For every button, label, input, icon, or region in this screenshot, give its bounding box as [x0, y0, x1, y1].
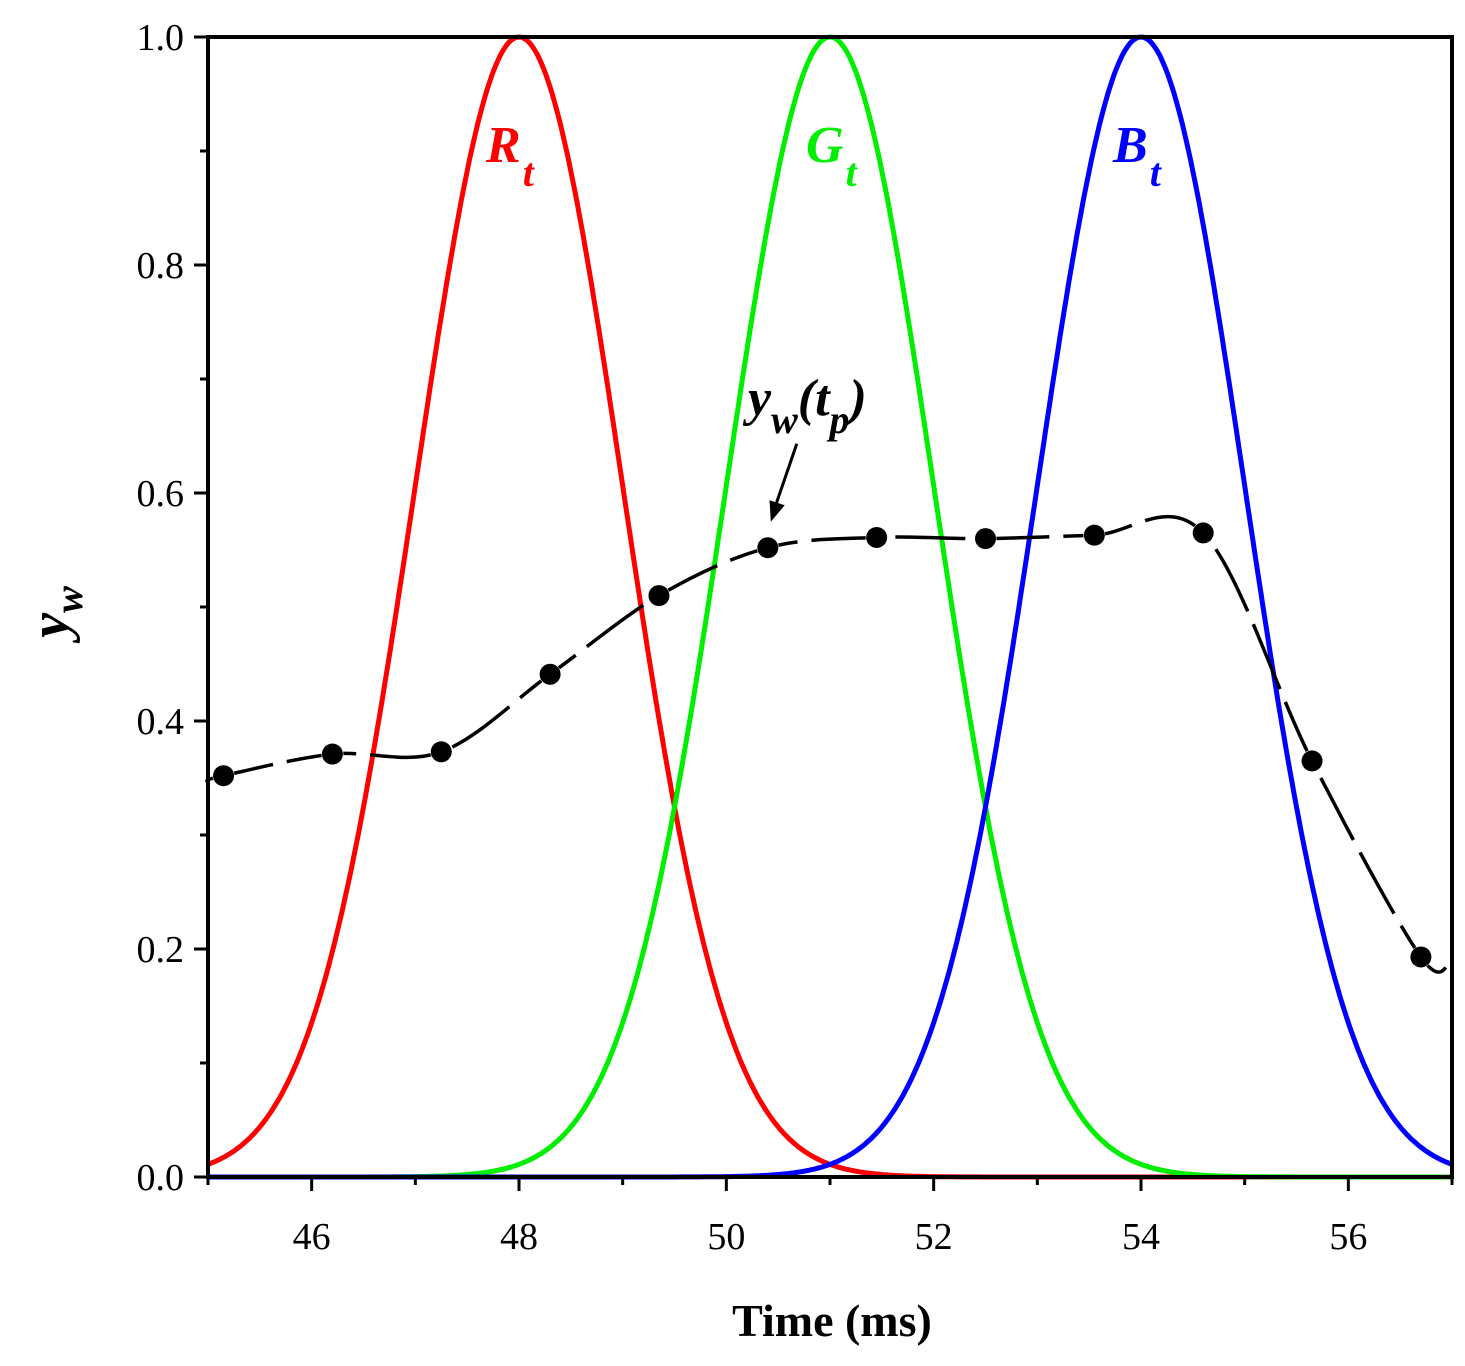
y-tick-label: 0.4	[137, 701, 185, 743]
yw-marker	[757, 537, 779, 559]
curves-layer	[207, 34, 1453, 1180]
y-tick-label: 0.0	[137, 1157, 185, 1199]
label-b-t: Bt	[1112, 117, 1163, 195]
yw-marker	[321, 743, 343, 765]
x-tick-label: 48	[500, 1216, 538, 1258]
yw-marker	[975, 528, 996, 550]
annotation-arrow	[773, 443, 799, 509]
y-axis-title: yw	[19, 586, 91, 644]
yw-marker	[1410, 946, 1432, 968]
yw-marker	[648, 585, 670, 607]
x-tick-label: 50	[707, 1216, 745, 1258]
y-tick-label: 0.8	[137, 245, 185, 287]
annotation-arrowhead	[769, 500, 785, 522]
annotation-yw-tp: yw(tp)	[742, 370, 867, 442]
yw-marker	[430, 741, 452, 763]
label-g-t: Gt	[806, 117, 859, 195]
yw-series-layer	[204, 514, 1453, 974]
yw-marker	[866, 526, 888, 548]
x-tick-label: 46	[293, 1216, 331, 1258]
y-tick-label: 0.2	[137, 929, 185, 971]
y-tick-label: 0.6	[137, 473, 185, 515]
label-r-t: Rt	[485, 117, 536, 195]
x-tick-label: 54	[1122, 1216, 1160, 1258]
x-tick-label: 52	[915, 1216, 953, 1258]
yw-marker	[1192, 522, 1214, 544]
tick-labels-layer: 46 48 50 52 54 56 0.0 0.2 0.4 0.6 0.8 1.0	[137, 17, 1368, 1258]
yw-marker	[539, 663, 561, 685]
y-tick-label: 1.0	[137, 17, 185, 59]
yw-marker	[1301, 750, 1323, 772]
yw-dashed-line	[204, 514, 1453, 974]
yw-marker	[213, 765, 235, 787]
x-tick-label: 56	[1329, 1216, 1367, 1258]
ticks-layer	[194, 35, 1454, 1191]
yw-marker	[1083, 524, 1105, 546]
x-axis-title: Time (ms)	[732, 1295, 932, 1346]
